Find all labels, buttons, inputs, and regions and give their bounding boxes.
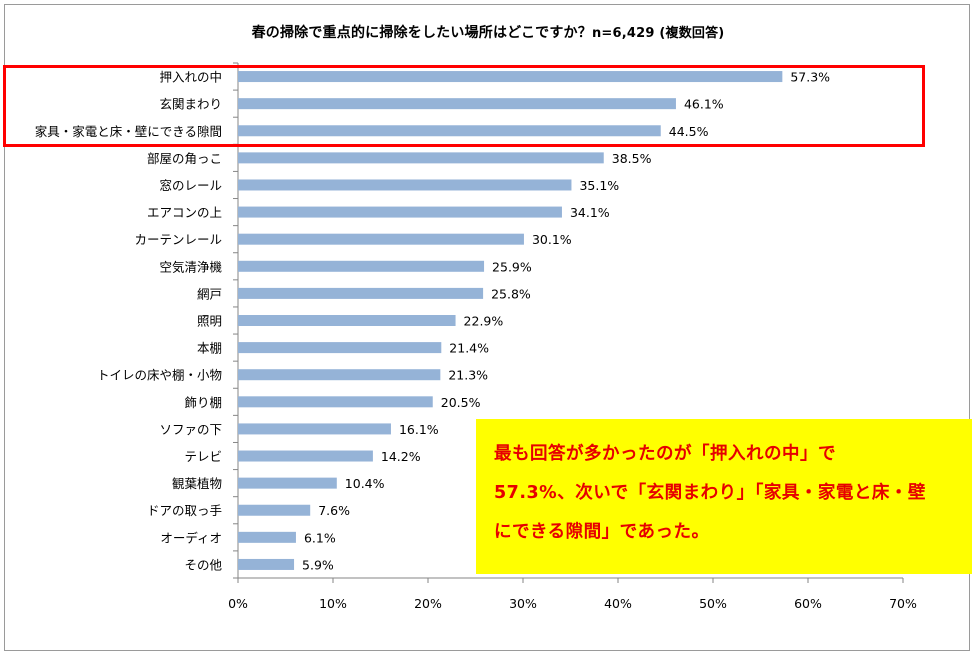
bar	[238, 233, 524, 245]
bar	[238, 558, 295, 570]
chart-title: 春の掃除で重点的に掃除をしたい場所はどこですか？n=6,429 (複数回答)	[0, 22, 976, 42]
bar	[238, 315, 456, 326]
category-label: テレビ	[184, 449, 222, 464]
x-tick-label: 10%	[319, 596, 347, 611]
category-label: 飾り棚	[184, 395, 222, 410]
bar	[238, 152, 604, 164]
category-label: 家具・家電と床・壁にできる隙間	[35, 124, 222, 139]
value-label: 25.9%	[492, 259, 532, 274]
category-label: 部屋の角っこ	[147, 151, 222, 166]
bar	[238, 98, 676, 110]
x-tick-label: 60%	[794, 596, 822, 611]
chart-title-main: 春の掃除で重点的に掃除をしたい場所はどこですか？	[251, 25, 592, 41]
x-tick-label: 0%	[228, 596, 248, 611]
value-label: 21.3%	[448, 368, 488, 383]
value-label: 46.1%	[684, 97, 724, 112]
x-tick-label: 20%	[414, 596, 442, 611]
category-label: 網戸	[197, 286, 222, 301]
category-label: カーテンレール	[134, 232, 222, 247]
category-label: 観葉植物	[172, 476, 222, 491]
bar	[238, 260, 485, 272]
bar	[238, 206, 562, 218]
bar	[238, 423, 391, 435]
category-label: 玄関まわり	[159, 97, 222, 112]
category-label: 空気清浄機	[159, 259, 222, 274]
bar	[238, 179, 572, 191]
value-label: 20.5%	[441, 395, 481, 410]
category-label: 照明	[197, 314, 222, 329]
value-label: 10.4%	[345, 476, 385, 491]
category-label: エアコンの上	[147, 205, 222, 220]
category-label: ドアの取っ手	[147, 503, 222, 518]
category-label: トイレの床や棚・小物	[97, 368, 222, 383]
value-label: 25.8%	[491, 286, 531, 301]
x-tick-label: 40%	[604, 596, 632, 611]
callout-line-1: 最も回答が多かったのが「押入れの中」で	[494, 444, 836, 464]
value-label: 34.1%	[570, 205, 610, 220]
bar	[238, 477, 337, 489]
x-tick-label: 30%	[509, 596, 537, 611]
value-label: 22.9%	[464, 314, 504, 329]
bar	[238, 450, 373, 462]
callout-box: 最も回答が多かったのが「押入れの中」で 57.3%、次いで「玄関まわり」「家具・…	[476, 419, 972, 574]
value-label: 14.2%	[381, 449, 421, 464]
callout-line-2: 57.3%、次いで「玄関まわり」「家具・家電と床・壁	[494, 483, 926, 503]
bar	[238, 504, 311, 516]
value-label: 5.9%	[302, 557, 334, 572]
bar	[238, 342, 442, 354]
bar	[238, 531, 296, 543]
category-label: オーディオ	[160, 530, 222, 545]
value-label: 6.1%	[304, 530, 336, 545]
highlight-box	[3, 65, 925, 147]
bar	[238, 287, 484, 299]
callout-line-3: にできる隙間」であった。	[494, 522, 710, 542]
value-label: 35.1%	[579, 178, 619, 193]
value-label: 44.5%	[669, 124, 709, 139]
value-label: 30.1%	[532, 232, 572, 247]
category-label: その他	[184, 557, 222, 572]
value-label: 7.6%	[318, 503, 350, 518]
x-tick-label: 70%	[889, 596, 917, 611]
category-label: 窓のレール	[159, 178, 222, 193]
category-label: ソファの下	[159, 422, 222, 437]
x-tick-label: 50%	[699, 596, 727, 611]
value-label: 57.3%	[790, 70, 830, 85]
value-label: 21.4%	[449, 341, 489, 356]
value-label: 16.1%	[399, 422, 439, 437]
value-label: 38.5%	[612, 151, 652, 166]
bar	[238, 71, 783, 83]
category-label: 本棚	[197, 341, 222, 356]
bar	[238, 396, 433, 408]
chart-title-note: n=6,429 (複数回答)	[591, 26, 725, 41]
category-label: 押入れの中	[159, 70, 222, 85]
bar	[238, 125, 661, 137]
bar	[238, 369, 441, 381]
